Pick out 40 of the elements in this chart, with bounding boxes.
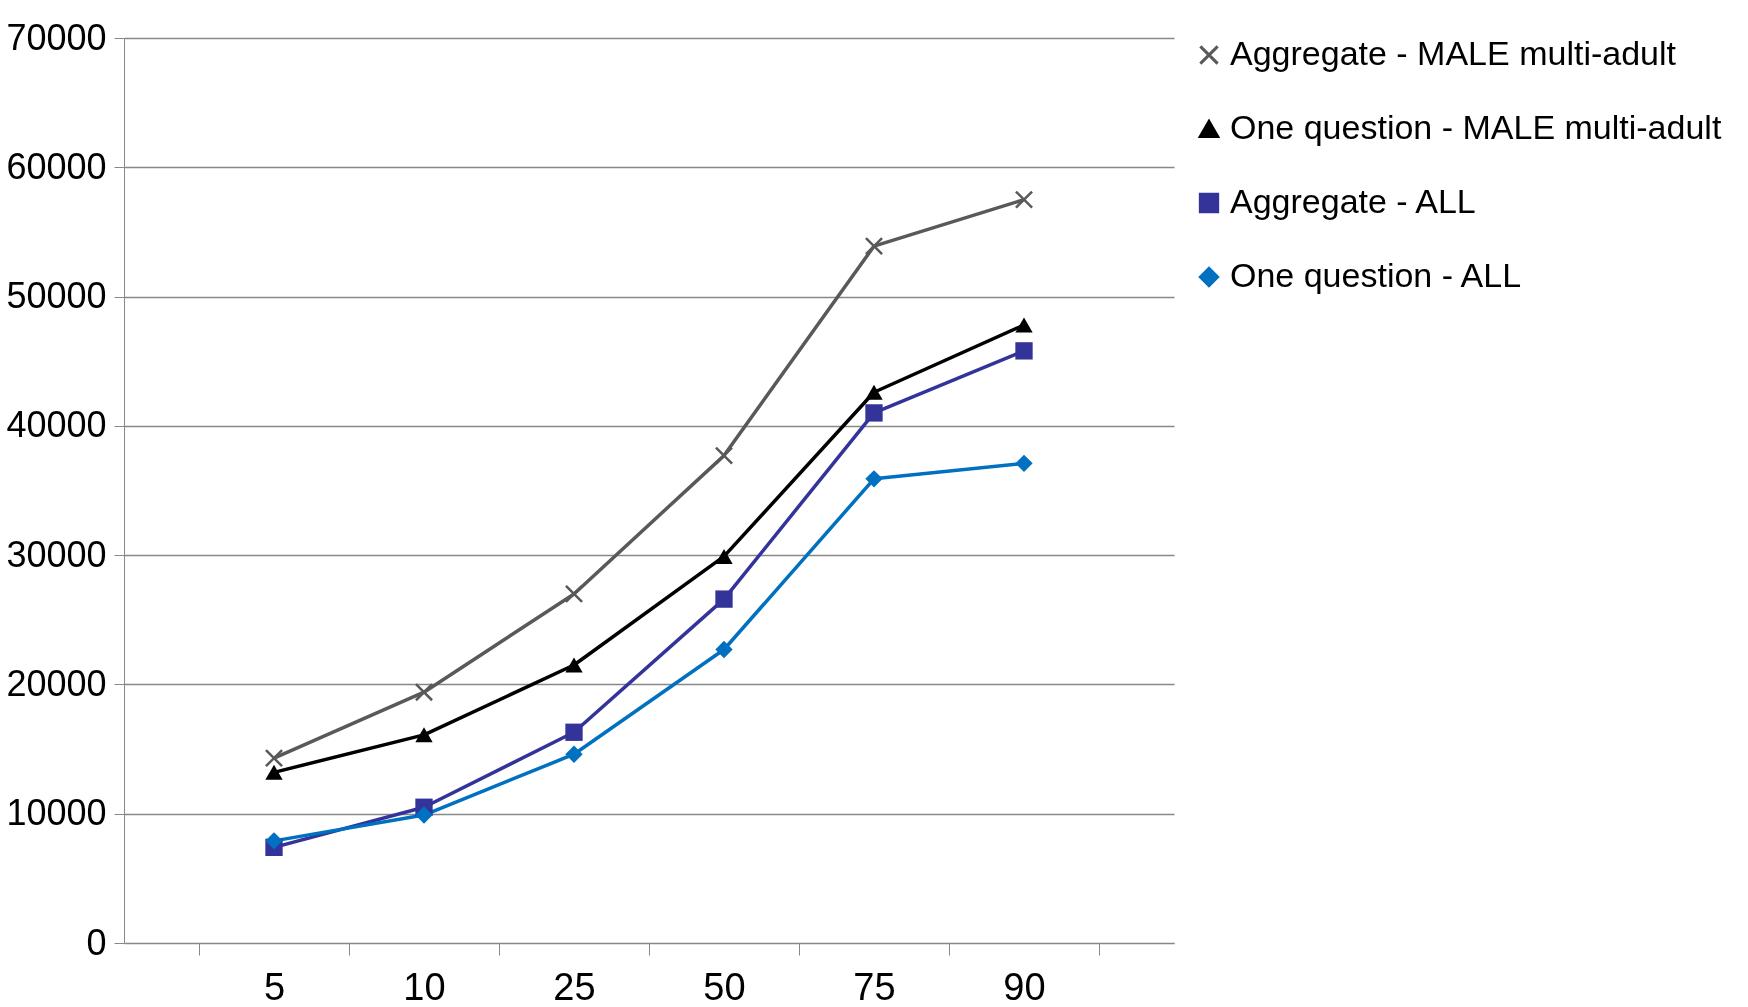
point bbox=[264, 748, 284, 768]
point bbox=[1015, 342, 1033, 360]
point bbox=[714, 446, 734, 465]
x-tick-label: 90 bbox=[1003, 965, 1046, 1007]
y-tick-label: 0 bbox=[86, 921, 107, 963]
x-tick-label: 50 bbox=[703, 965, 746, 1007]
point bbox=[265, 764, 283, 780]
point bbox=[415, 806, 433, 824]
legend-label: Aggregate - MALE multi-adult bbox=[1230, 34, 1677, 72]
point bbox=[864, 236, 884, 256]
point bbox=[265, 832, 283, 850]
point bbox=[1014, 190, 1034, 209]
y-tick-label: 60000 bbox=[6, 145, 107, 187]
legend-label: One question - MALE multi-adult bbox=[1230, 108, 1722, 146]
point bbox=[565, 745, 583, 763]
point bbox=[415, 727, 433, 743]
point bbox=[865, 404, 883, 422]
y-tick-label: 30000 bbox=[6, 533, 107, 575]
point bbox=[565, 723, 583, 741]
point bbox=[564, 584, 584, 604]
point bbox=[865, 470, 883, 488]
point bbox=[715, 590, 733, 608]
y-tick-label: 70000 bbox=[6, 16, 107, 58]
x-tick-label: 10 bbox=[403, 965, 446, 1007]
y-tick-label: 50000 bbox=[6, 275, 107, 317]
point bbox=[865, 384, 883, 400]
legend-label: Aggregate - ALL bbox=[1230, 182, 1476, 220]
point bbox=[565, 657, 583, 673]
legend-label: One question - ALL bbox=[1230, 256, 1522, 294]
point bbox=[414, 682, 434, 702]
y-tick-label: 20000 bbox=[6, 662, 107, 704]
y-tick-label: 40000 bbox=[6, 404, 107, 446]
point bbox=[1015, 454, 1033, 473]
point bbox=[715, 640, 733, 659]
x-tick-label: 75 bbox=[853, 965, 896, 1007]
y-tick-label: 10000 bbox=[6, 792, 107, 834]
point bbox=[1015, 317, 1033, 333]
point bbox=[715, 548, 733, 564]
x-tick-label: 25 bbox=[553, 965, 596, 1007]
x-tick-label: 5 bbox=[263, 965, 286, 1007]
